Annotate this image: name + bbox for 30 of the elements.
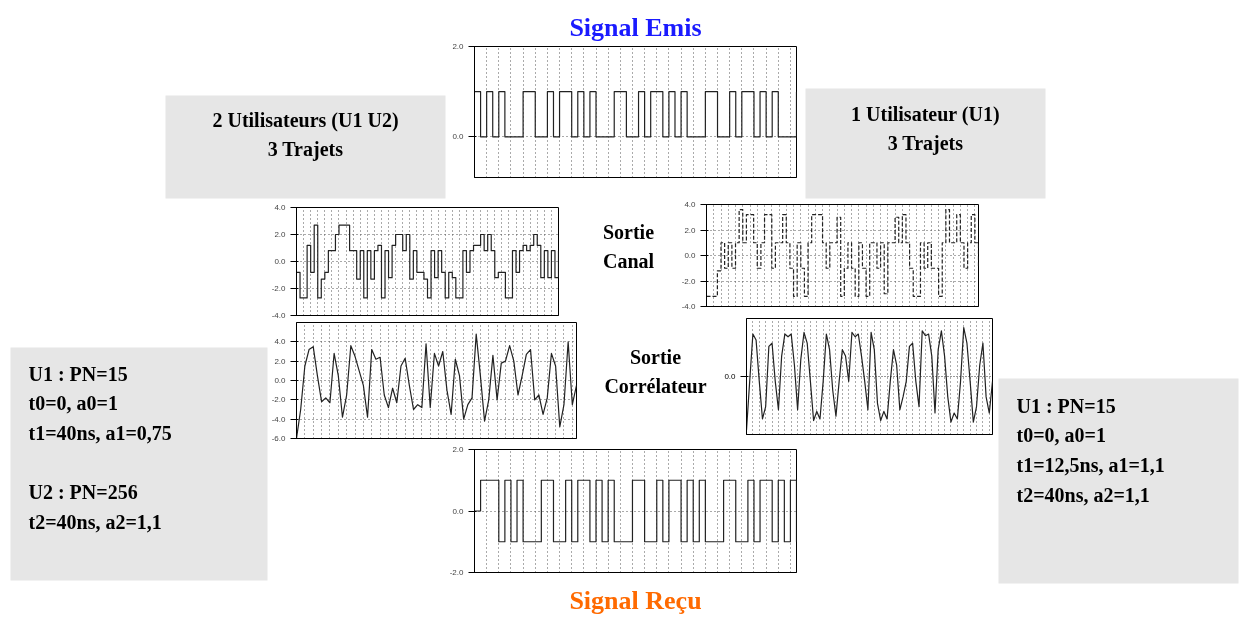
chart-title: Signal Emis bbox=[569, 12, 702, 42]
y-tick-label: 0.0 bbox=[452, 506, 465, 516]
y-tick-label: 2.0 bbox=[452, 42, 465, 51]
y-tick-label: 0.0 bbox=[452, 132, 465, 142]
y-tick-label: -4.0 bbox=[681, 302, 697, 311]
y-tick-label: -4.0 bbox=[271, 414, 287, 424]
text: U1 : PN=15 t0=0, a0=1 t1=40ns, a1=0,75 U2 : PN=256 t2=40ns, a2=1,1 bbox=[28, 362, 172, 533]
text: 2 Utilisateurs (U1 U2) 3 Trajets bbox=[212, 108, 399, 162]
y-tick-label: 4.0 bbox=[274, 337, 287, 347]
text: 1 Utilisateur (U1) 3 Trajets bbox=[851, 102, 1000, 156]
text: Signal Reçu bbox=[569, 585, 702, 615]
y-tick-label: 2.0 bbox=[452, 445, 465, 454]
y-tick-label: -2.0 bbox=[681, 276, 697, 286]
y-tick-label: -6.0 bbox=[271, 434, 287, 443]
y-tick-label: 0.0 bbox=[274, 257, 287, 266]
y-tick-label: -2.0 bbox=[271, 395, 287, 405]
y-tick-label: 4.0 bbox=[684, 200, 697, 209]
text: Sortie Corrélateur bbox=[604, 345, 707, 398]
text: Sortie Canal bbox=[602, 220, 655, 273]
y-tick-label: 0.0 bbox=[684, 251, 697, 260]
y-tick-label: 4.0 bbox=[274, 203, 287, 212]
ref-line-label: 0.0 bbox=[724, 372, 737, 381]
y-tick-label: -2.0 bbox=[271, 284, 287, 293]
y-tick-label: 2.0 bbox=[274, 230, 287, 239]
y-tick-label: 0.0 bbox=[274, 376, 287, 385]
y-tick-label: -2.0 bbox=[449, 568, 465, 577]
y-tick-label: 2.0 bbox=[274, 356, 287, 366]
y-tick-label: -4.0 bbox=[271, 311, 287, 320]
y-tick-label: 2.0 bbox=[684, 225, 697, 235]
text: U1 : PN=15 t0=0, a0=1 t1=12,5ns, a1=1,1 t2=40ns, a2=1,1 bbox=[1016, 394, 1165, 506]
